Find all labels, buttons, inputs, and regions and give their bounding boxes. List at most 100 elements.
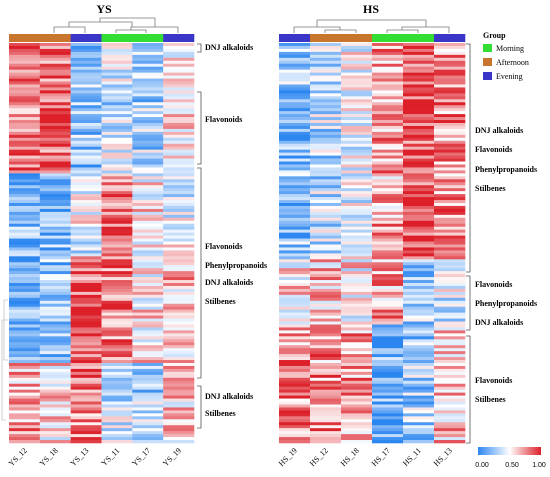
heatmap-cell (310, 99, 342, 103)
ys-label-flavonoids-1: Flavonoids (205, 115, 242, 124)
heatmap-cell (372, 229, 404, 233)
heatmap-cell (132, 229, 164, 233)
heatmap-cell (163, 87, 195, 91)
heatmap-cell (434, 404, 466, 408)
heatmap-cell (434, 434, 466, 438)
heatmap-cell (101, 125, 133, 130)
heatmap-cell (279, 182, 311, 186)
heatmap-cell (39, 191, 71, 195)
heatmap-cell (403, 111, 435, 115)
hs-label-dnj-1: DNJ alkaloids (475, 126, 523, 135)
heatmap-cell (279, 81, 311, 85)
heatmap-cell (341, 96, 373, 100)
heatmap-cell (341, 336, 373, 340)
heatmap-cell (9, 143, 41, 147)
heatmap-cell (9, 140, 41, 145)
heatmap-cell (279, 285, 311, 290)
heatmap-cell (403, 87, 435, 91)
hs-label-flavonoids-2: Flavonoids (475, 280, 512, 289)
heatmap-cell (279, 262, 311, 266)
heatmap-cell (310, 205, 342, 210)
heatmap-cell (70, 123, 102, 127)
heatmap-cell (70, 72, 102, 76)
heatmap-cell (101, 425, 133, 429)
heatmap-cell (403, 327, 435, 331)
heatmap-cell (132, 386, 164, 390)
heatmap-cell (279, 208, 311, 213)
heatmap-cell (70, 345, 102, 349)
heatmap-cell (163, 226, 195, 230)
heatmap-cell (70, 152, 102, 156)
heatmap-cell (163, 374, 195, 379)
heatmap-cell (372, 291, 404, 296)
heatmap-cell (310, 389, 342, 393)
heatmap-cell (132, 277, 164, 281)
heatmap-cell (372, 333, 404, 337)
heatmap-cell (310, 57, 342, 62)
heatmap-cell (163, 333, 195, 337)
heatmap-cell (9, 253, 41, 257)
heatmap-cell (341, 386, 373, 390)
column-label: YS_13 (68, 446, 90, 468)
heatmap-cell (9, 217, 41, 222)
heatmap-cell (39, 371, 71, 376)
heatmap-cell (70, 419, 102, 423)
heatmap-cell (341, 161, 373, 165)
heatmap-cell (279, 383, 311, 387)
heatmap-cell (163, 137, 195, 142)
heatmap-cell (372, 285, 404, 290)
heatmap-cell (279, 229, 311, 233)
heatmap-cell (132, 365, 164, 370)
heatmap-cell (434, 137, 466, 142)
heatmap-cell (434, 300, 466, 305)
heatmap-cell (341, 434, 373, 438)
heatmap-cell (279, 348, 311, 352)
heatmap-cell (101, 220, 133, 225)
heatmap-cell (310, 250, 342, 254)
heatmap-cell (372, 274, 404, 278)
heatmap-cell (372, 48, 404, 53)
heatmap-cell (70, 244, 102, 248)
heatmap-cell (341, 214, 373, 219)
heatmap-cell (403, 208, 435, 213)
heatmap-cell (163, 149, 195, 153)
column-label: YS_11 (99, 446, 121, 468)
heatmap-cell (101, 431, 133, 435)
column-label: YS_12 (7, 446, 29, 468)
heatmap-cell (9, 345, 41, 349)
heatmap-cell (163, 229, 195, 233)
heatmap-cell (132, 45, 164, 50)
heatmap-cell (163, 120, 195, 124)
heatmap-cell (403, 134, 435, 139)
heatmap-cell (132, 395, 164, 399)
heatmap-cell (372, 191, 404, 195)
heatmap-cell (101, 179, 133, 183)
legend-swatch-afternoon (483, 58, 492, 66)
heatmap-cell (341, 256, 373, 260)
heatmap-cell (101, 348, 133, 352)
heatmap-cell (434, 253, 466, 257)
heatmap-cell (434, 194, 466, 198)
heatmap-cell (372, 398, 404, 402)
heatmap-cell (39, 45, 71, 50)
heatmap-cell (341, 306, 373, 310)
heatmap-cell (101, 368, 133, 373)
heatmap-cell (163, 312, 195, 316)
heatmap-cell (101, 422, 133, 426)
heatmap-cell (341, 57, 373, 62)
heatmap-cell (372, 321, 404, 325)
heatmap-cell (70, 303, 102, 307)
heatmap-cell (70, 167, 102, 171)
heatmap-cell (279, 244, 311, 248)
heatmap-cell (163, 419, 195, 423)
heatmap-cell (70, 268, 102, 272)
heatmap-cell (403, 360, 435, 364)
heatmap-cell (9, 348, 41, 352)
heatmap-cell (39, 96, 71, 100)
heatmap-cell (403, 291, 435, 296)
heatmap-cell (372, 401, 404, 405)
heatmap-cell (341, 149, 373, 153)
heatmap-cell (341, 48, 373, 53)
heatmap-cell (279, 66, 311, 70)
heatmap-cell (132, 238, 164, 242)
